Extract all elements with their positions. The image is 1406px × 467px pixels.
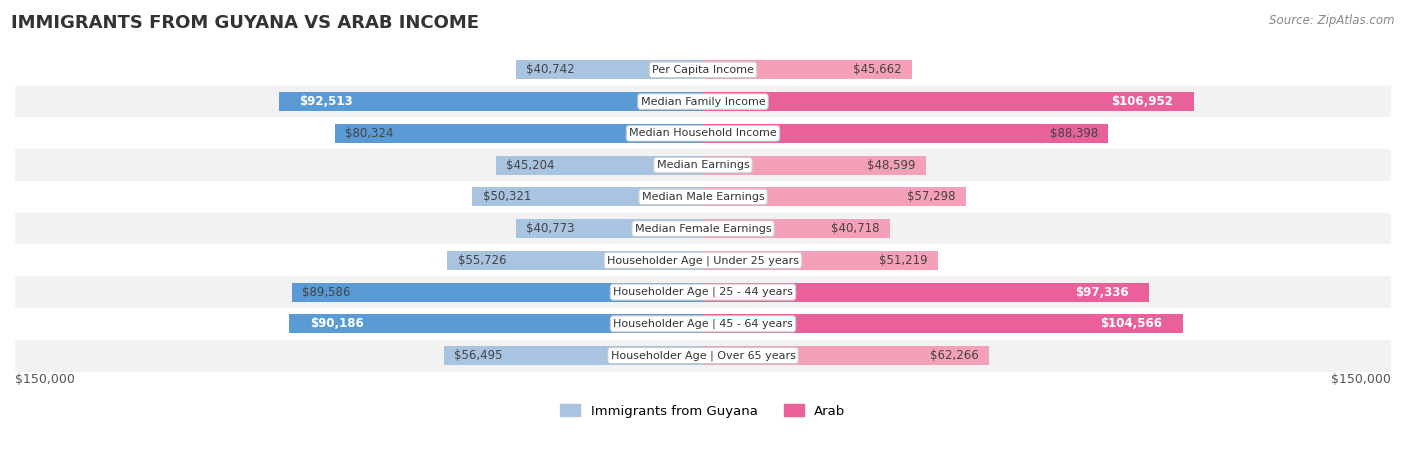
- Text: $106,952: $106,952: [1111, 95, 1173, 108]
- Bar: [703, 314, 1182, 333]
- Text: $50,321: $50,321: [482, 191, 531, 203]
- Bar: [703, 60, 912, 79]
- Text: $150,000: $150,000: [15, 373, 75, 386]
- Text: Median Earnings: Median Earnings: [657, 160, 749, 170]
- Text: $92,513: $92,513: [299, 95, 353, 108]
- Bar: [292, 283, 703, 302]
- Text: $51,219: $51,219: [879, 254, 928, 267]
- Bar: [703, 346, 988, 365]
- Text: $45,662: $45,662: [853, 64, 903, 76]
- Text: $56,495: $56,495: [454, 349, 503, 362]
- Text: $90,186: $90,186: [309, 318, 364, 330]
- Bar: [516, 60, 703, 79]
- Bar: [15, 340, 1391, 371]
- Bar: [703, 283, 1150, 302]
- Text: Median Household Income: Median Household Income: [628, 128, 778, 138]
- Bar: [290, 314, 703, 333]
- Bar: [15, 54, 1391, 86]
- Text: $97,336: $97,336: [1076, 286, 1129, 298]
- Text: $150,000: $150,000: [1331, 373, 1391, 386]
- Text: $45,204: $45,204: [506, 159, 554, 171]
- Text: $89,586: $89,586: [302, 286, 350, 298]
- Bar: [335, 124, 703, 143]
- Text: $57,298: $57,298: [907, 191, 956, 203]
- Bar: [703, 219, 890, 238]
- Text: $40,773: $40,773: [526, 222, 575, 235]
- Text: $55,726: $55,726: [458, 254, 506, 267]
- Bar: [15, 308, 1391, 340]
- Bar: [15, 212, 1391, 244]
- Text: Per Capita Income: Per Capita Income: [652, 65, 754, 75]
- Text: $62,266: $62,266: [929, 349, 979, 362]
- Text: Householder Age | Under 25 years: Householder Age | Under 25 years: [607, 255, 799, 266]
- Text: $40,718: $40,718: [831, 222, 879, 235]
- Bar: [15, 244, 1391, 276]
- Text: Median Female Earnings: Median Female Earnings: [634, 224, 772, 234]
- Bar: [15, 86, 1391, 117]
- Text: Median Male Earnings: Median Male Earnings: [641, 192, 765, 202]
- Text: $104,566: $104,566: [1099, 318, 1161, 330]
- Bar: [444, 346, 703, 365]
- Text: $80,324: $80,324: [344, 127, 394, 140]
- Bar: [703, 251, 938, 270]
- Bar: [15, 149, 1391, 181]
- Text: Householder Age | 45 - 64 years: Householder Age | 45 - 64 years: [613, 318, 793, 329]
- Text: Householder Age | Over 65 years: Householder Age | Over 65 years: [610, 350, 796, 361]
- Bar: [15, 276, 1391, 308]
- Bar: [703, 92, 1194, 111]
- Bar: [703, 124, 1108, 143]
- Bar: [447, 251, 703, 270]
- Text: $40,742: $40,742: [526, 64, 575, 76]
- Text: $48,599: $48,599: [868, 159, 915, 171]
- Text: Householder Age | 25 - 44 years: Householder Age | 25 - 44 years: [613, 287, 793, 297]
- Bar: [703, 156, 927, 175]
- Text: IMMIGRANTS FROM GUYANA VS ARAB INCOME: IMMIGRANTS FROM GUYANA VS ARAB INCOME: [11, 14, 479, 32]
- Text: Source: ZipAtlas.com: Source: ZipAtlas.com: [1270, 14, 1395, 27]
- Bar: [496, 156, 703, 175]
- Bar: [15, 181, 1391, 212]
- Bar: [703, 187, 966, 206]
- Text: $88,398: $88,398: [1050, 127, 1098, 140]
- Bar: [15, 117, 1391, 149]
- Bar: [278, 92, 703, 111]
- Text: Median Family Income: Median Family Income: [641, 97, 765, 106]
- Bar: [516, 219, 703, 238]
- Bar: [472, 187, 703, 206]
- Legend: Immigrants from Guyana, Arab: Immigrants from Guyana, Arab: [561, 404, 845, 418]
